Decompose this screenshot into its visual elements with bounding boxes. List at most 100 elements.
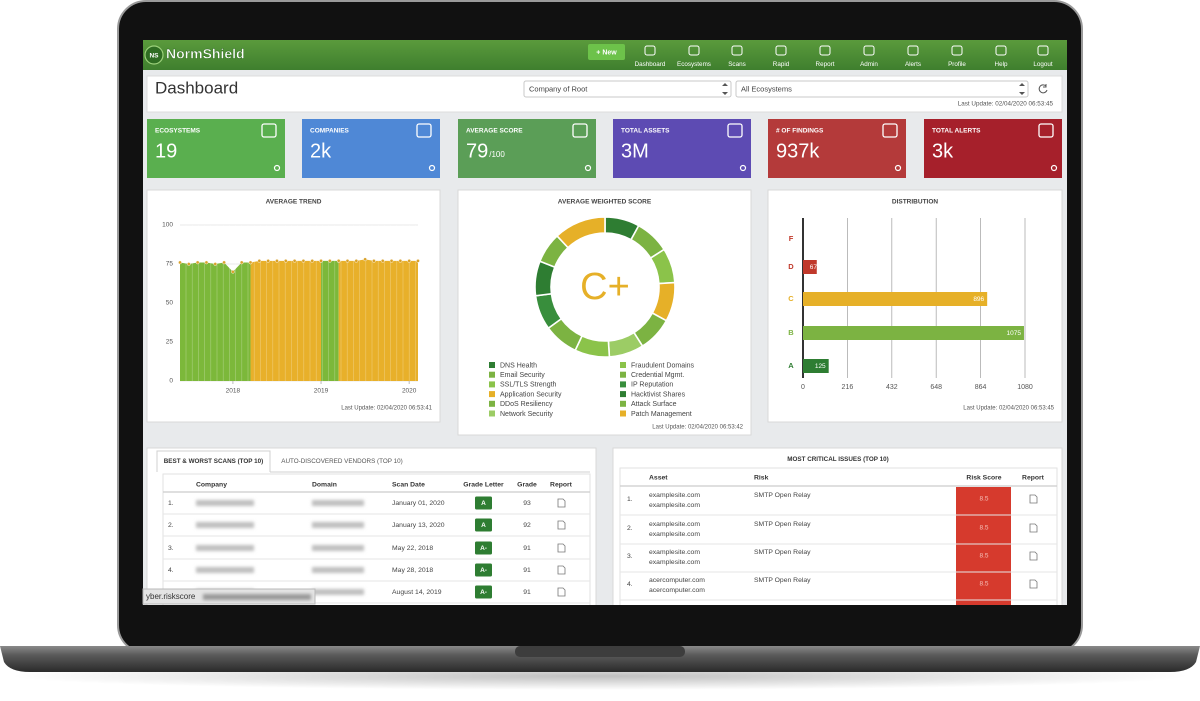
grade-badge [475, 585, 492, 599]
column-header: Grade [517, 481, 537, 488]
report-icon[interactable] [557, 498, 566, 508]
laptop-base [0, 646, 1200, 672]
report-icon[interactable] [1029, 551, 1038, 561]
trend-point [213, 262, 218, 266]
legend-label: Attack Surface [631, 401, 677, 408]
stat-card-link[interactable] [1050, 164, 1058, 172]
stat-card-value: 19 [155, 140, 177, 162]
stat-card-label: AVERAGE SCORE [466, 128, 523, 135]
grade-letter: A [481, 500, 486, 507]
risk-score: 8.5 [979, 553, 988, 560]
active-tab[interactable] [156, 450, 271, 472]
scan-date: May 22, 2018 [392, 545, 433, 552]
logo-badge-shape [144, 45, 164, 65]
y-tick-label: 50 [166, 300, 174, 307]
logo-badge: NS [149, 53, 159, 60]
column-header: Grade Letter [463, 481, 504, 488]
legend-swatch [620, 371, 626, 378]
legend-label: Hacktivist Shares [631, 391, 686, 398]
report-icon[interactable] [1029, 494, 1038, 504]
y-tick-label: 0 [169, 378, 173, 385]
stat-card-icon [727, 123, 743, 138]
column-header: Scan Date [392, 481, 425, 488]
company-select[interactable] [523, 80, 732, 98]
bar-value-label: 896 [973, 296, 984, 303]
stat-card-label: TOTAL ALERTS [932, 128, 981, 135]
footnote: Last Update: 02/04/2020 06:53:42 [652, 425, 743, 431]
risk: SMTP Open Relay [754, 521, 811, 528]
report-icon[interactable] [557, 587, 566, 597]
nav-icon[interactable] [644, 45, 656, 56]
nav-icon[interactable] [951, 45, 963, 56]
grade-badge [475, 496, 492, 510]
nav-icon[interactable] [863, 45, 875, 56]
trend-point [231, 269, 235, 274]
bar-value-label: 67 [810, 264, 818, 271]
bar [803, 359, 829, 373]
asset: examplesite.com [649, 549, 700, 556]
new-button[interactable] [588, 44, 625, 60]
report-icon[interactable] [557, 543, 566, 553]
nav-item: Report [816, 61, 835, 68]
stat-card-link[interactable] [584, 164, 592, 172]
x-tick-label: 1080 [1017, 384, 1033, 391]
trend-point [328, 259, 332, 263]
laptop-notch [515, 646, 685, 657]
stat-card-link[interactable] [428, 164, 436, 172]
x-tick-label: 864 [975, 384, 987, 391]
legend-label: Email Security [500, 372, 545, 379]
trend-point [345, 259, 350, 263]
trend-point [239, 260, 244, 265]
stat-card-label: TOTAL ASSETS [621, 128, 670, 135]
trend-point [195, 260, 200, 265]
report-icon[interactable] [1029, 579, 1038, 589]
bar-value-label: 1075 [1007, 330, 1022, 337]
legend-swatch [620, 400, 626, 407]
risk-score-column [956, 487, 1011, 613]
trend-point [301, 259, 306, 263]
bar [803, 260, 817, 274]
trend-point [248, 260, 253, 265]
report-icon[interactable] [557, 565, 566, 575]
blurred-company [196, 567, 254, 573]
legend-label: Application Security [500, 391, 562, 398]
y-tick-label: 100 [162, 222, 173, 229]
legend-swatch [489, 391, 495, 398]
stat-card-value: 3k [932, 140, 954, 162]
legend-swatch [489, 410, 495, 417]
nav-icon[interactable] [995, 45, 1007, 56]
stat-card-link[interactable] [739, 164, 747, 172]
stat-card-icon [882, 123, 898, 138]
trend-area [180, 262, 251, 381]
nav-icon[interactable] [1037, 45, 1049, 56]
category-label: F [789, 234, 794, 243]
trend-area [321, 260, 339, 381]
column-header: Risk [754, 474, 769, 481]
nav-icon[interactable] [819, 45, 831, 56]
nav-icon[interactable] [907, 45, 919, 56]
page-title: Dashboard [155, 78, 238, 97]
grade: 92 [523, 522, 531, 529]
trend-point [363, 257, 367, 262]
stat-card-link[interactable] [273, 164, 281, 172]
nav-item: Help [995, 61, 1008, 68]
report-icon[interactable] [1029, 523, 1038, 533]
risk: SMTP Open Relay [754, 549, 811, 556]
refresh-icon[interactable] [1038, 84, 1048, 94]
ecosystem-select[interactable] [735, 80, 1029, 98]
grade-letter: A [481, 522, 486, 529]
blurred-company [196, 500, 254, 506]
blurred-domain [312, 545, 364, 551]
trend-point [257, 259, 262, 263]
risk: SMTP Open Relay [754, 577, 811, 584]
nav-icon[interactable] [775, 45, 787, 56]
stat-card-link[interactable] [894, 164, 902, 172]
select-arrows [1019, 83, 1025, 95]
blurred-url [203, 594, 311, 600]
x-tick-label: 2019 [314, 388, 329, 395]
nav-icon[interactable] [688, 45, 700, 56]
nav-icon[interactable] [731, 45, 743, 56]
row-rank: 3. [168, 545, 174, 552]
legend-swatch [489, 371, 495, 378]
report-icon[interactable] [557, 520, 566, 530]
